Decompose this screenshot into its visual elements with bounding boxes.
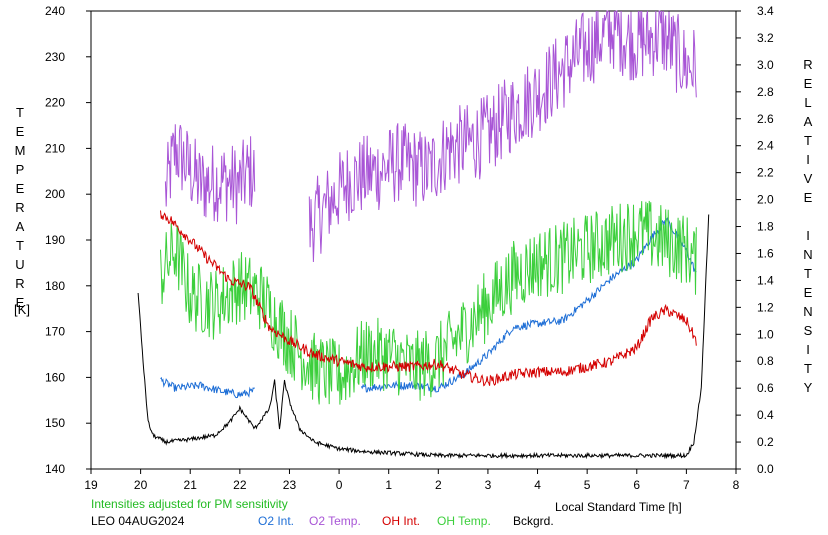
left-tick-label: 230 (45, 50, 65, 64)
right-tick-label: 2.6 (757, 112, 774, 126)
right-tick-label: 2.2 (757, 166, 774, 180)
station-date: LEO 04AUG2024 (91, 514, 185, 528)
legend-item: OH Temp. (437, 514, 491, 528)
left-tick-label: 210 (45, 141, 65, 155)
left-axis-unit: [K] (14, 302, 30, 317)
series-oh-int (160, 210, 697, 387)
x-tick-label: 20 (134, 478, 148, 492)
x-tick-label: 7 (683, 478, 690, 492)
left-tick-label: 240 (45, 4, 65, 18)
right-tick-label: 1.2 (757, 300, 774, 314)
x-axis-label: Local Standard Time [h] (555, 500, 682, 514)
legend-item: OH Int. (382, 514, 421, 528)
series-line (160, 210, 697, 387)
x-tick-label: 23 (283, 478, 297, 492)
series-o2-temp (164, 10, 697, 263)
right-tick-label: 3.4 (757, 4, 774, 18)
x-tick-label: 2 (435, 478, 442, 492)
legend-item: O2 Temp. (309, 514, 361, 528)
right-tick-label: 1.8 (757, 220, 774, 234)
series-bckgrd (137, 214, 710, 460)
x-tick-label: 1 (385, 478, 392, 492)
right-tick-label: 2.4 (757, 139, 774, 153)
sensitivity-note: Intensities adjusted for PM sensitivity (91, 497, 288, 511)
right-tick-label: 0.2 (757, 435, 774, 449)
legend-item: O2 Int. (258, 514, 295, 528)
right-tick-label: 0.0 (757, 462, 774, 476)
right-tick-label: 2.8 (757, 85, 774, 99)
right-tick-label: 0.4 (757, 408, 774, 422)
right-tick-label: 3.0 (757, 58, 774, 72)
x-tick-label: 19 (84, 478, 98, 492)
left-tick-label: 180 (45, 279, 65, 293)
right-tick-label: 2.0 (757, 193, 774, 207)
x-tick-label: 3 (485, 478, 492, 492)
series-line (160, 216, 697, 399)
x-tick-label: 4 (534, 478, 541, 492)
x-tick-label: 6 (633, 478, 640, 492)
right-tick-label: 0.8 (757, 354, 774, 368)
left-tick-label: 150 (45, 416, 65, 430)
left-tick-label: 160 (45, 370, 65, 384)
left-axis-label: T E M P E R A T U R E (14, 105, 26, 310)
series-oh-temp (160, 200, 697, 405)
series-layer (137, 10, 710, 460)
x-tick-label: 0 (336, 478, 343, 492)
right-tick-label: 1.0 (757, 327, 774, 341)
x-tick-label: 22 (233, 478, 247, 492)
right-tick-label: 3.2 (757, 31, 774, 45)
right-tick-label: 0.6 (757, 381, 774, 395)
tick-layer: 19 20 21 22 23 0 1 2 3 4 5 6 7 8140150160170180190200… (45, 4, 774, 492)
x-tick-label: 8 (733, 478, 740, 492)
left-tick-label: 170 (45, 325, 65, 339)
series-line (160, 200, 697, 405)
left-tick-label: 140 (45, 462, 65, 476)
left-tick-label: 200 (45, 187, 65, 201)
x-tick-label: 5 (584, 478, 591, 492)
left-tick-label: 190 (45, 233, 65, 247)
x-tick-label: 21 (184, 478, 198, 492)
series-line (164, 10, 697, 263)
left-tick-label: 220 (45, 96, 65, 110)
series-line (137, 214, 710, 460)
series-o2-int (160, 216, 697, 399)
right-tick-label: 1.6 (757, 246, 774, 260)
legend-item: Bckgrd. (513, 514, 554, 528)
right-tick-label: 1.4 (757, 273, 774, 287)
right-axis-label: R E L A T I V E I N T E N S I T Y (803, 57, 813, 395)
